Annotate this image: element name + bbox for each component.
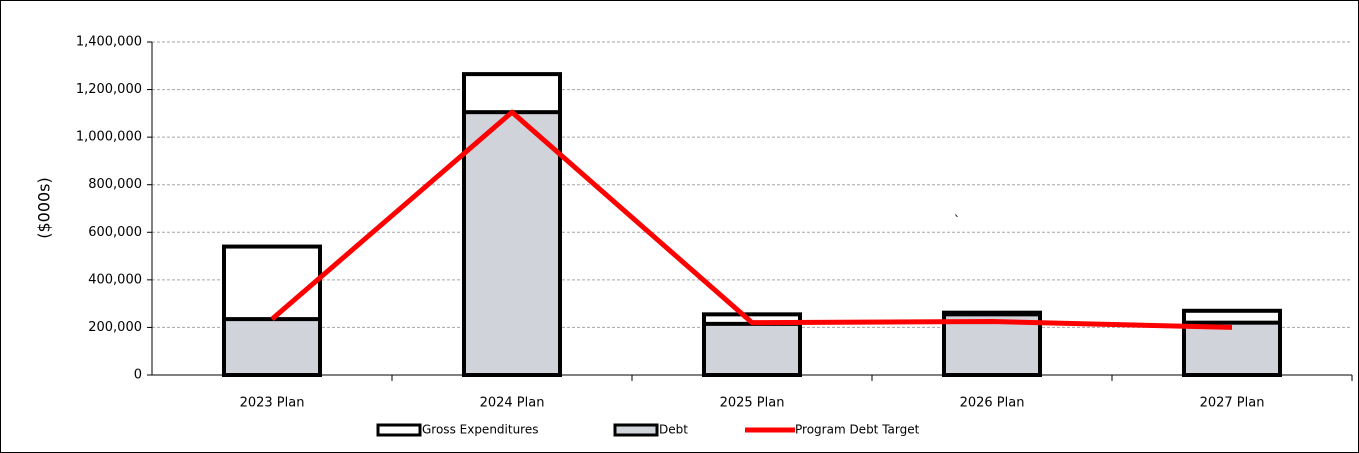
legend-label: Gross Expenditures [422, 423, 538, 437]
legend-label: Debt [659, 423, 688, 437]
bar [1182, 320, 1282, 377]
y-tick-label: 0 [134, 368, 142, 383]
y-axis-label: ($000s) [35, 177, 54, 239]
annotation: ` [954, 215, 961, 230]
legend-swatch [613, 423, 659, 437]
y-tick-label: 1,000,000 [76, 130, 142, 145]
y-tick-label: 800,000 [88, 177, 142, 192]
legend-label: Program Debt Target [795, 423, 920, 437]
y-tick-label: 1,200,000 [76, 82, 142, 97]
bar [702, 321, 802, 378]
bar [462, 110, 562, 378]
y-tick-label: 200,000 [88, 320, 142, 335]
x-tick-label: 2027 Plan [1200, 396, 1265, 411]
y-tick-label: 400,000 [88, 272, 142, 287]
line [270, 109, 1233, 330]
x-tick-label: 2023 Plan [240, 396, 305, 411]
x-tick-label: 2024 Plan [480, 396, 545, 411]
y-tick-label: 600,000 [88, 225, 142, 240]
x-tick-label: 2025 Plan [720, 396, 785, 411]
legend-swatch [376, 423, 422, 437]
bar [222, 317, 322, 378]
x-tick-label: 2026 Plan [960, 396, 1025, 411]
y-tick-label: 1,400,000 [76, 35, 142, 50]
